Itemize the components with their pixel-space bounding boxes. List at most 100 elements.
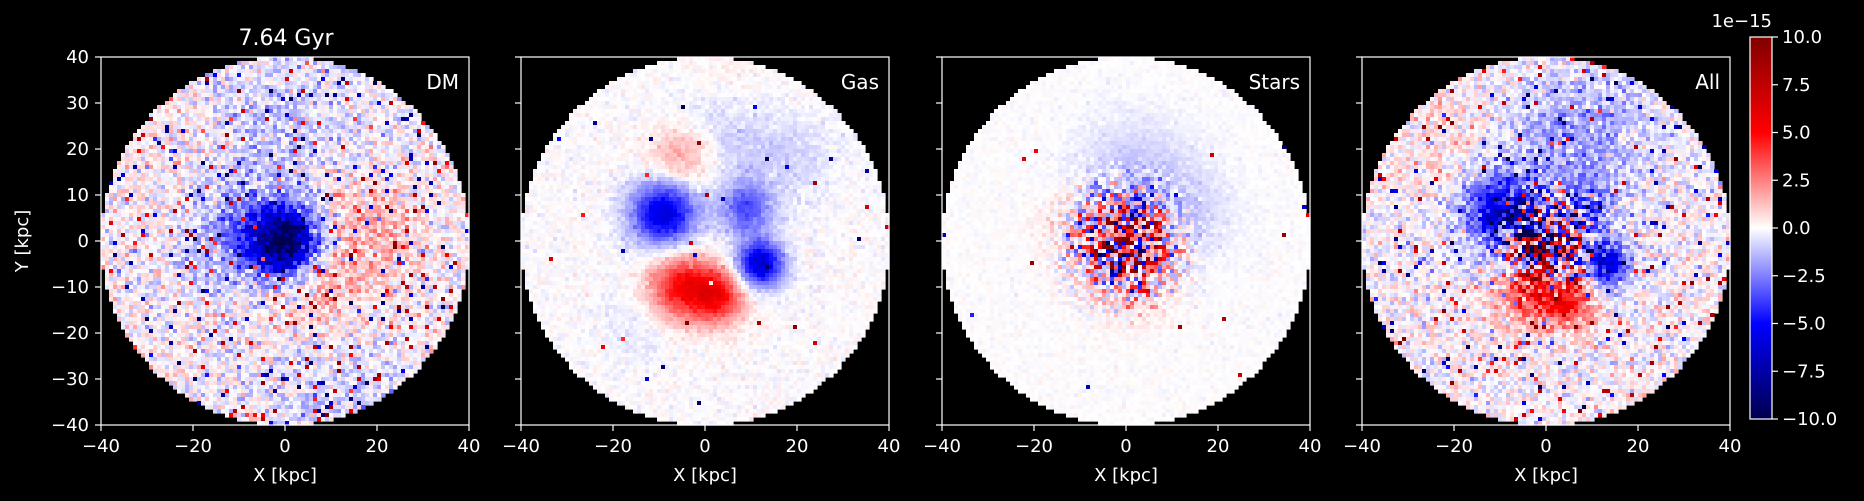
- heatmap-cell: [149, 285, 154, 290]
- heatmap-cell: [113, 173, 118, 178]
- heatmap-cell: [185, 201, 190, 206]
- heatmap-cell: [401, 233, 406, 238]
- heatmap-cell: [245, 65, 250, 70]
- heatmap-cell: [281, 69, 286, 74]
- heatmap-cell: [409, 253, 414, 258]
- heatmap-cell: [157, 169, 162, 174]
- heatmap-cell: [325, 229, 330, 234]
- heatmap-cell: [281, 121, 286, 126]
- heatmap-cell: [181, 137, 186, 142]
- heatmap-cell: [261, 121, 266, 126]
- heatmap-cell: [429, 161, 434, 166]
- heatmap-cell: [209, 73, 214, 78]
- heatmap-cell: [389, 185, 394, 190]
- heatmap-cell: [237, 217, 242, 222]
- heatmap-cell: [329, 133, 334, 138]
- heatmap-cell: [333, 93, 338, 98]
- heatmap-cell: [245, 305, 250, 310]
- heatmap-cell: [349, 245, 354, 250]
- heatmap-cell: [369, 201, 374, 206]
- heatmap-cell: [193, 121, 198, 126]
- heatmap-cell: [441, 245, 446, 250]
- heatmap-cell: [377, 177, 382, 182]
- heatmap-cell: [189, 165, 194, 170]
- heatmap-cell: [173, 189, 178, 194]
- heatmap-cell: [189, 269, 194, 274]
- heatmap-cell: [113, 169, 118, 174]
- heatmap-cell: [429, 209, 434, 214]
- heatmap-cell: [201, 217, 206, 222]
- heatmap-cell: [381, 293, 386, 298]
- heatmap-cell: [181, 249, 186, 254]
- heatmap-cell: [241, 149, 246, 154]
- heatmap-cell: [405, 277, 410, 282]
- heatmap-cell: [321, 69, 326, 74]
- heatmap-cell: [401, 185, 406, 190]
- heatmap-cell: [401, 113, 406, 118]
- heatmap-cell: [137, 257, 142, 262]
- heatmap-cell: [341, 225, 346, 230]
- heatmap-cell: [413, 301, 418, 306]
- heatmap-cell: [225, 169, 230, 174]
- heatmap-cell: [233, 137, 238, 142]
- heatmap-cell: [409, 189, 414, 194]
- heatmap-cell: [429, 233, 434, 238]
- heatmap-cell: [321, 169, 326, 174]
- heatmap-cell: [313, 213, 318, 218]
- heatmap-cell: [197, 313, 202, 318]
- heatmap-cell: [229, 93, 234, 98]
- heatmap-cell: [393, 113, 398, 118]
- heatmap-cell: [297, 201, 302, 206]
- heatmap-cell: [337, 241, 342, 246]
- heatmap-cell: [173, 181, 178, 186]
- heatmap-cell: [321, 109, 326, 114]
- heatmap-cell: [261, 137, 266, 142]
- heatmap-cell: [405, 189, 410, 194]
- heatmap-cell: [149, 181, 154, 186]
- heatmap-cell: [221, 261, 226, 266]
- heatmap-cell: [461, 209, 466, 214]
- heatmap-cell: [373, 193, 378, 198]
- heatmap-cell: [269, 129, 274, 134]
- heatmap-cell: [253, 81, 258, 86]
- heatmap-cell: [117, 221, 122, 226]
- heatmap-cell: [137, 245, 142, 250]
- heatmap-cell: [405, 141, 410, 146]
- heatmap-cell: [433, 205, 438, 210]
- heatmap-cell: [269, 165, 274, 170]
- heatmap-cell: [321, 245, 326, 250]
- heatmap-cell: [285, 105, 290, 110]
- heatmap-cell: [325, 281, 330, 286]
- heatmap-cell: [261, 173, 266, 178]
- heatmap-cell: [121, 313, 126, 318]
- heatmap-cell: [113, 293, 118, 298]
- heatmap-cell: [245, 277, 250, 282]
- heatmap-cell: [365, 297, 370, 302]
- heatmap-cell: [421, 137, 426, 142]
- heatmap-cell: [373, 197, 378, 202]
- heatmap-cell: [169, 129, 174, 134]
- heatmap-cell: [377, 157, 382, 162]
- heatmap-cell: [373, 225, 378, 230]
- heatmap-cell: [413, 249, 418, 254]
- heatmap-cell: [397, 205, 402, 210]
- heatmap-cell: [221, 173, 226, 178]
- heatmap-cell: [445, 161, 450, 166]
- heatmap-cell: [165, 257, 170, 262]
- heatmap-cell: [113, 201, 118, 206]
- heatmap-cell: [301, 281, 306, 286]
- heatmap-cell: [377, 281, 382, 286]
- heatmap-cell: [241, 277, 246, 282]
- heatmap-cell: [273, 109, 278, 114]
- heatmap-cell: [421, 273, 426, 278]
- heatmap-cell: [393, 181, 398, 186]
- heatmap-cell: [305, 125, 310, 130]
- heatmap-cell: [321, 181, 326, 186]
- heatmap-cell: [153, 225, 158, 230]
- heatmap-cell: [233, 85, 238, 90]
- heatmap-cell: [197, 309, 202, 314]
- heatmap-cell: [225, 125, 230, 130]
- heatmap-cell: [301, 205, 306, 210]
- heatmap-cell: [305, 153, 310, 158]
- heatmap-cell: [353, 69, 358, 74]
